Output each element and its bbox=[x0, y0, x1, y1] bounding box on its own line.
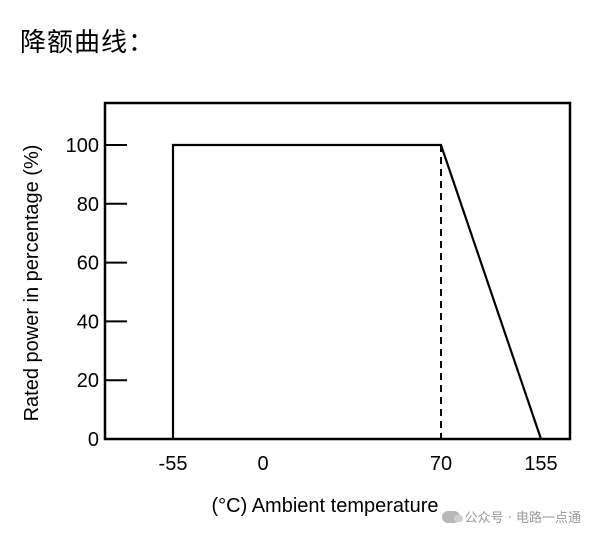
watermark: 公众号 · 电路一点通 bbox=[441, 507, 581, 526]
y-tick-label: 80 bbox=[77, 194, 99, 216]
x-tick-label: 155 bbox=[524, 453, 557, 475]
y-tick-label: 0 bbox=[88, 429, 99, 451]
x-axis-label: (°C) Ambient temperature bbox=[212, 495, 439, 517]
x-ticks: -55 0 70 155 bbox=[159, 453, 558, 475]
series-group bbox=[171, 143, 543, 440]
x-tick-label: 0 bbox=[257, 453, 268, 475]
derating-curve bbox=[171, 143, 543, 440]
x-tick-label: 70 bbox=[430, 453, 452, 475]
wechat-icon bbox=[441, 510, 463, 523]
page-heading: 降额曲线： bbox=[20, 28, 156, 58]
y-axis-label: Rated power in percentage (%) bbox=[21, 145, 43, 422]
y-tick-label: 20 bbox=[77, 370, 99, 392]
plot-frame bbox=[103, 101, 572, 441]
y-tick-label: 100 bbox=[66, 135, 99, 157]
y-ticks: 0 20 40 60 80 100 bbox=[66, 135, 127, 451]
y-tick-label: 60 bbox=[77, 253, 99, 275]
y-tick-label: 40 bbox=[77, 311, 99, 333]
watermark-text: 公众号 · 电路一点通 bbox=[464, 511, 581, 526]
x-tick-label: -55 bbox=[159, 453, 188, 475]
reference-lines bbox=[172, 145, 442, 439]
